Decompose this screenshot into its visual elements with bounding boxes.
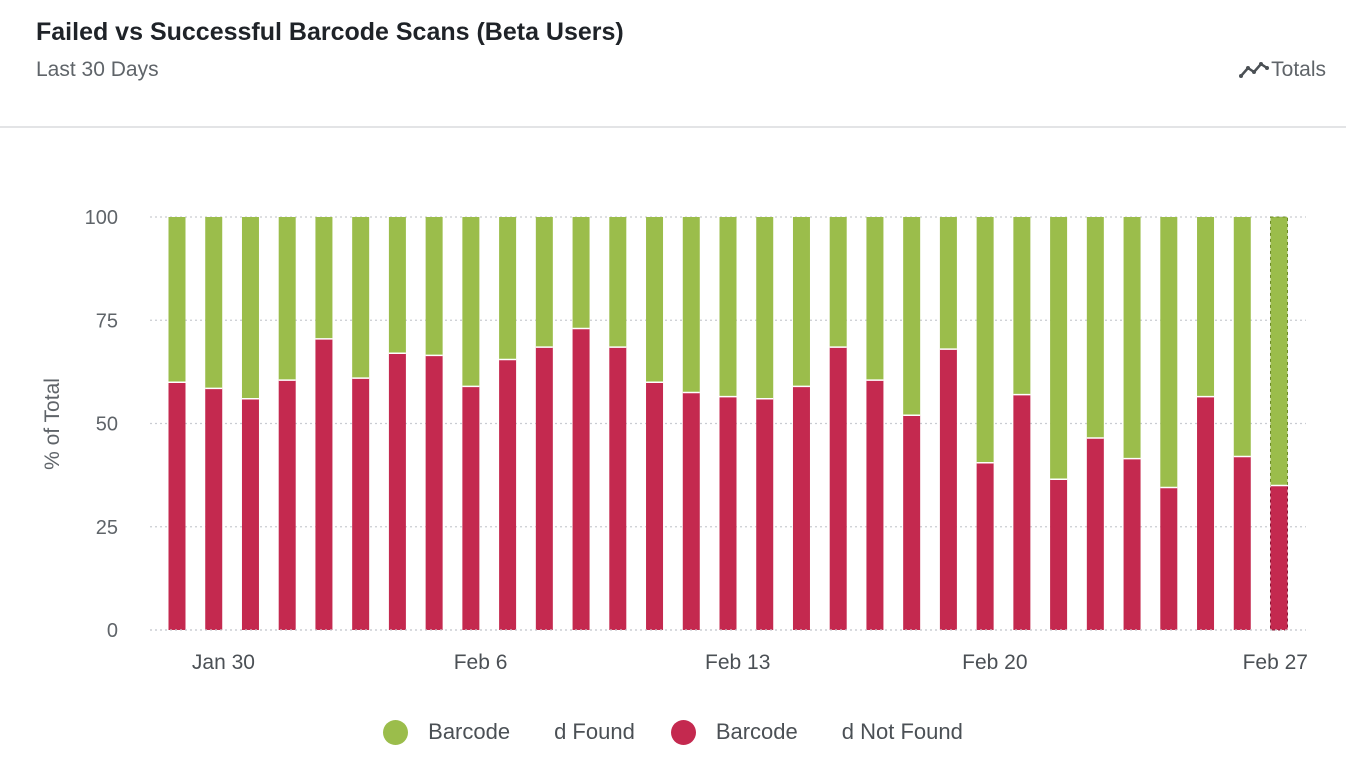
bar-not-found[interactable] — [609, 347, 627, 630]
x-tick-label: Feb 27 — [1243, 651, 1308, 674]
legend-item-found[interactable]: Barcode d Found — [383, 719, 635, 745]
chart-header: Failed vs Successful Barcode Scans (Beta… — [0, 0, 1346, 128]
chart-legend: Barcode d Found Barcode d Not Found — [0, 712, 1346, 752]
x-tick-label: Jan 30 — [192, 651, 255, 674]
bar-not-found[interactable] — [719, 396, 737, 630]
bar-not-found[interactable] — [205, 388, 223, 630]
bar-not-found[interactable] — [1050, 479, 1068, 630]
bar-not-found[interactable] — [278, 380, 296, 630]
bar-found[interactable] — [1123, 217, 1141, 459]
bar-found[interactable] — [756, 217, 774, 399]
bar-not-found[interactable] — [939, 349, 957, 630]
bar-not-found[interactable] — [1123, 458, 1141, 630]
legend-swatch-found — [383, 719, 409, 745]
bar-not-found[interactable] — [646, 382, 664, 630]
bar-found[interactable] — [205, 217, 223, 389]
bar-not-found[interactable] — [499, 359, 517, 630]
bar-not-found[interactable] — [682, 392, 700, 630]
bar-not-found[interactable] — [1160, 487, 1178, 630]
legend-item-not-found[interactable]: Barcode d Not Found — [670, 719, 963, 745]
y-tick-label: 25 — [96, 517, 118, 539]
bar-found[interactable] — [462, 217, 480, 387]
bar-not-found[interactable] — [462, 386, 480, 630]
bar-found[interactable] — [315, 217, 333, 339]
bar-not-found[interactable] — [1197, 396, 1215, 630]
stacked-bar-chart: 0 25 50 75 100 % of Total Jan 30 Feb 6 Feb 13 Feb… — [41, 207, 1308, 674]
bar-not-found[interactable] — [976, 462, 994, 630]
legend-label-not-found: Barcode d Not Found — [715, 719, 963, 744]
bar-not-found[interactable] — [425, 355, 443, 630]
chart-area: 0 25 50 75 100 % of Total Jan 30 Feb 6 Feb 13 Feb… — [0, 130, 1346, 690]
bar-not-found[interactable] — [1233, 456, 1251, 630]
x-tick-label: Feb 20 — [962, 651, 1027, 674]
y-axis-label: % of Total — [41, 378, 64, 470]
bar-not-found[interactable] — [315, 338, 333, 630]
bar-found[interactable] — [792, 217, 810, 387]
bar-found[interactable] — [425, 217, 443, 356]
bar-found[interactable] — [1233, 217, 1251, 457]
bar-found[interactable] — [352, 217, 370, 379]
bar-not-found[interactable] — [866, 380, 884, 630]
bar-not-found[interactable] — [1270, 484, 1288, 631]
bar-found[interactable] — [535, 217, 553, 348]
y-tick-label: 75 — [96, 310, 118, 332]
bar-not-found[interactable] — [829, 347, 847, 630]
bar-found[interactable] — [939, 217, 957, 350]
bar-found[interactable] — [499, 217, 517, 360]
bar-found[interactable] — [168, 217, 186, 383]
bar-not-found[interactable] — [572, 328, 590, 630]
bar-found[interactable] — [976, 217, 994, 463]
x-tick-label: Feb 13 — [705, 651, 770, 674]
bar-found[interactable] — [278, 217, 296, 381]
bar-found[interactable] — [646, 217, 664, 383]
legend-swatch-not-found — [670, 719, 696, 745]
bar-found[interactable] — [388, 217, 406, 354]
bar-found[interactable] — [1160, 217, 1178, 488]
chart-subtitle: Last 30 Days — [36, 58, 159, 81]
bar-found[interactable] — [682, 217, 700, 393]
bar-found[interactable] — [1270, 216, 1288, 486]
bar-not-found[interactable] — [535, 347, 553, 630]
bar-found[interactable] — [241, 217, 259, 399]
bar-not-found[interactable] — [1013, 394, 1031, 630]
bar-found[interactable] — [1013, 217, 1031, 395]
y-tick-label: 50 — [96, 414, 118, 436]
bar-found[interactable] — [1086, 217, 1104, 438]
bar-found[interactable] — [903, 217, 921, 416]
y-tick-label: 0 — [107, 620, 118, 642]
bar-not-found[interactable] — [903, 415, 921, 630]
bar-not-found[interactable] — [241, 398, 259, 630]
bar-not-found[interactable] — [168, 382, 186, 630]
bar-not-found[interactable] — [388, 353, 406, 630]
totals-label: Totals — [1271, 58, 1326, 81]
bar-found[interactable] — [829, 217, 847, 348]
x-tick-label: Feb 6 — [454, 651, 508, 674]
bar-found[interactable] — [866, 217, 884, 381]
bar-not-found[interactable] — [756, 398, 774, 630]
bar-found[interactable] — [609, 217, 627, 348]
totals-toggle-button[interactable]: Totals — [1239, 58, 1326, 82]
bar-found[interactable] — [1197, 217, 1215, 397]
bar-found[interactable] — [1050, 217, 1068, 480]
bar-not-found[interactable] — [1086, 437, 1104, 630]
bar-found[interactable] — [719, 217, 737, 397]
bar-found[interactable] — [572, 217, 590, 329]
bar-not-found[interactable] — [792, 386, 810, 630]
chart-title: Failed vs Successful Barcode Scans (Beta… — [36, 18, 624, 46]
y-tick-label: 100 — [85, 207, 118, 229]
bar-not-found[interactable] — [352, 378, 370, 630]
trend-line-icon — [1239, 60, 1270, 80]
legend-label-found: Barcode d Found — [428, 719, 635, 744]
